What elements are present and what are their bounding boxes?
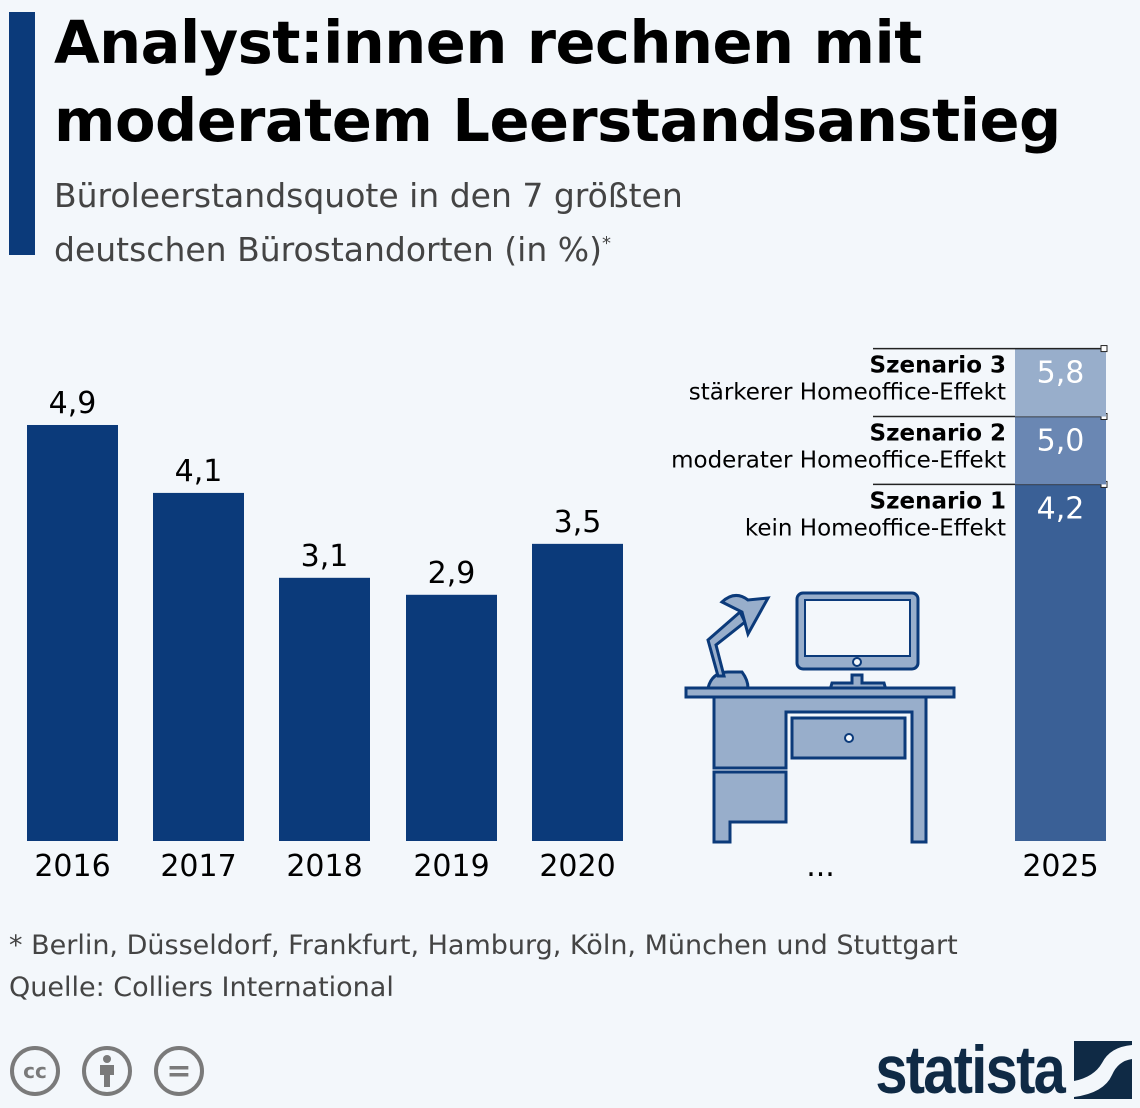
- subtitle-line-2: deutschen Bürostandorten (in %): [54, 230, 602, 269]
- chart-subtitle: Büroleerstandsquote in den 7 größten deu…: [54, 172, 683, 274]
- value-label-2020: 3,5: [554, 505, 602, 540]
- x-tick-label: 2020: [539, 849, 615, 884]
- value-label-2016: 4,9: [49, 386, 97, 421]
- value-label-2017: 4,1: [175, 454, 223, 489]
- scenario-3-name: Szenario 3: [870, 353, 1006, 379]
- subtitle-line-1: Büroleerstandsquote in den 7 größten: [54, 176, 683, 215]
- brand-name: statista: [875, 1032, 1065, 1108]
- scenario-3-marker: [1100, 345, 1108, 353]
- attribution-icon[interactable]: [82, 1046, 132, 1096]
- scenario-1-segment: [1015, 484, 1106, 841]
- desk-illustration-icon: [684, 591, 956, 844]
- x-tick-label: ...: [806, 849, 835, 884]
- scenario-3-value: 5,8: [1037, 356, 1085, 391]
- x-tick-label: 2017: [160, 849, 236, 884]
- x-tick-label: 2025: [1022, 849, 1098, 884]
- footnote: * Berlin, Düsseldorf, Frankfurt, Hamburg…: [9, 930, 958, 961]
- x-tick-label: 2016: [34, 849, 110, 884]
- statista-logo[interactable]: statista: [842, 1032, 1132, 1108]
- cc-icon-label: cc: [23, 1059, 47, 1083]
- scenario-1-value: 4,2: [1037, 491, 1085, 526]
- bar-2019: [406, 594, 497, 841]
- scenario-1-description: kein Homeoffice-Effekt: [745, 515, 1006, 541]
- value-label-2018: 3,1: [301, 539, 349, 574]
- value-label-2019: 2,9: [428, 556, 476, 591]
- source: Quelle: Colliers International: [9, 972, 394, 1003]
- bar-2017: [153, 492, 244, 841]
- x-tick-label: 2018: [286, 849, 362, 884]
- statista-logo-icon: [1074, 1041, 1132, 1099]
- scenario-3-description: stärkerer Homeoffice-Effekt: [689, 380, 1006, 406]
- bar-2018: [279, 577, 370, 841]
- subtitle-asterisk: *: [601, 233, 611, 254]
- cc-icon[interactable]: cc: [10, 1046, 60, 1096]
- chart-title: Analyst:innen rechnen mit moderatem Leer…: [54, 8, 1061, 155]
- scenario-2-value: 5,0: [1037, 424, 1085, 459]
- scenario-3-segment: [1015, 348, 1106, 417]
- accent-bar: [9, 12, 35, 255]
- person-icon: [100, 1055, 114, 1087]
- scenario-2-description: moderater Homeoffice-Effekt: [671, 448, 1006, 474]
- bar-2020: [532, 543, 623, 841]
- scenario-2-segment: [1015, 416, 1106, 485]
- scenario-1-name: Szenario 1: [870, 488, 1006, 514]
- scenario-2-name: Szenario 2: [870, 421, 1006, 447]
- equals-icon: =: [166, 1053, 192, 1089]
- x-tick-label: 2019: [413, 849, 489, 884]
- bar-chart: 4,9 2016 4,1 2017 3,1 2018 2,9 2019 3,5 2020... 20…: [27, 345, 1108, 884]
- bar-2016: [27, 424, 118, 841]
- no-derivatives-icon[interactable]: =: [154, 1046, 204, 1096]
